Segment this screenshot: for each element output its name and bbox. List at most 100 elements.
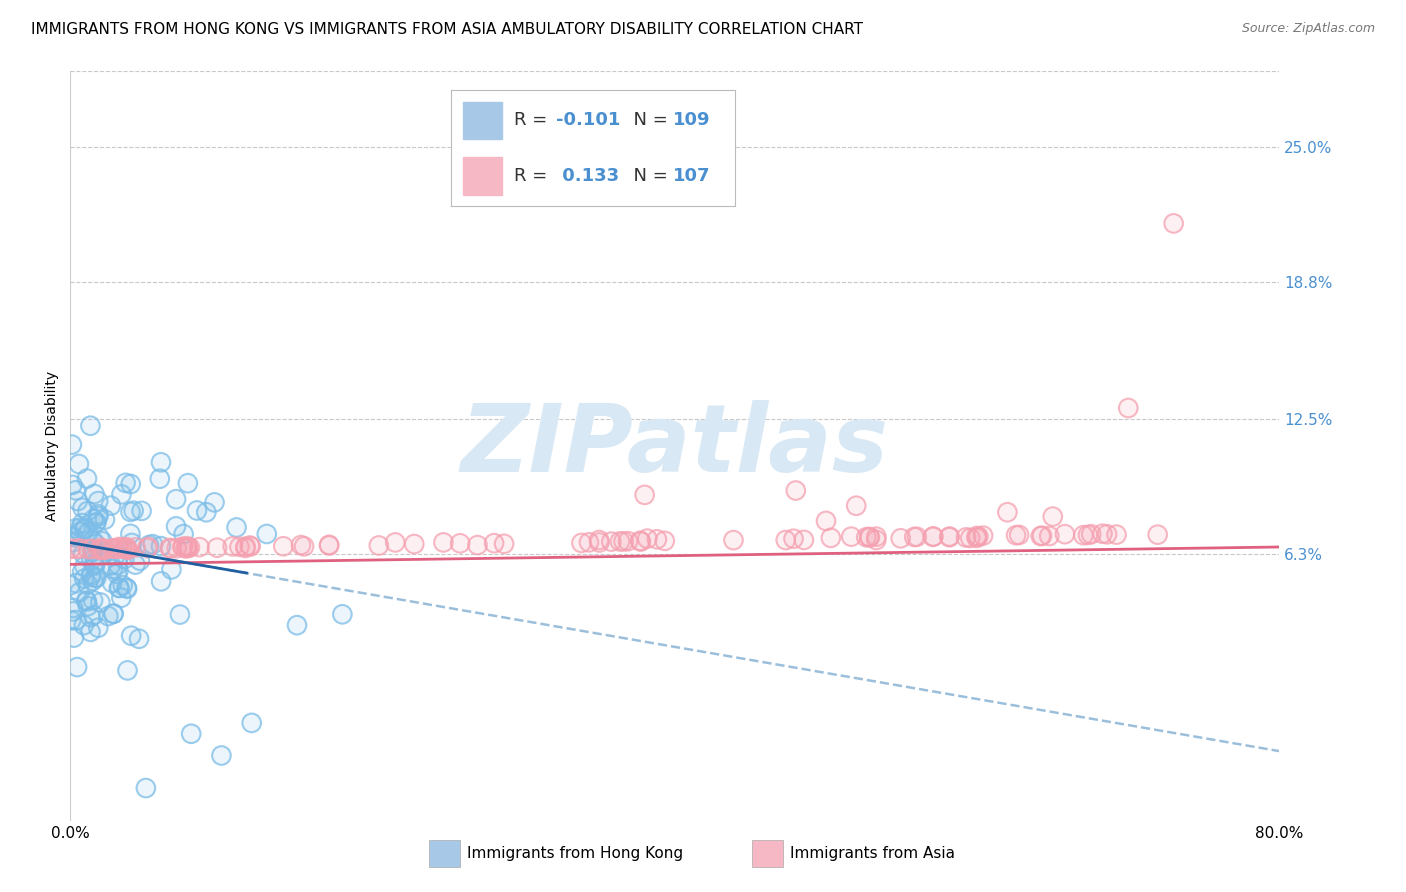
Point (1029, 529, 1052, 543)
Point (617, 534, 640, 549)
Point (115, 540, 138, 554)
Point (72, 516, 94, 530)
Point (73, 572, 96, 586)
Point (1080, 527, 1102, 541)
Point (169, 607, 191, 622)
Point (1146, 527, 1168, 541)
Point (115, 582, 138, 596)
Point (859, 530, 882, 544)
Point (839, 530, 862, 544)
Point (159, 541, 181, 555)
Point (103, 541, 125, 556)
Point (1073, 528, 1095, 542)
Point (966, 529, 988, 543)
Point (100, 499, 122, 513)
Point (775, 533, 797, 547)
Point (995, 505, 1018, 519)
Point (588, 535, 610, 549)
Point (117, 542, 139, 557)
Point (1031, 529, 1053, 543)
Point (124, 558, 146, 572)
Point (93, 542, 115, 557)
Point (285, 618, 308, 632)
Point (62, 604, 84, 618)
Point (62, 530, 84, 544)
Point (239, 539, 262, 553)
Point (222, 540, 245, 554)
Point (82, 545, 104, 559)
Point (995, 505, 1018, 519)
Point (111, 578, 134, 592)
Point (59, 541, 82, 556)
Point (1146, 527, 1168, 541)
Point (59, 541, 82, 556)
Point (120, 629, 142, 643)
Point (332, 607, 354, 622)
Point (110, 487, 132, 501)
Point (432, 535, 454, 549)
Point (482, 536, 505, 550)
Point (160, 562, 183, 576)
Point (367, 539, 389, 553)
Point (211, 748, 233, 763)
Point (235, 540, 257, 554)
Point (571, 536, 593, 550)
Point (188, 540, 211, 554)
Point (793, 533, 815, 547)
Point (160, 541, 183, 556)
Point (1095, 527, 1118, 541)
Point (83, 571, 105, 585)
Point (67, 457, 90, 471)
Point (115, 581, 138, 595)
Point (290, 538, 312, 552)
Point (149, 539, 172, 553)
Point (75, 522, 97, 536)
Point (292, 539, 315, 553)
Point (966, 531, 988, 545)
Point (121, 536, 143, 550)
Point (449, 536, 471, 550)
Point (290, 538, 312, 552)
Point (111, 578, 134, 592)
Point (449, 536, 471, 550)
Point (62, 601, 84, 615)
Point (107, 564, 129, 578)
Point (104, 549, 127, 563)
Point (617, 534, 640, 549)
Point (122, 503, 145, 517)
Point (117, 541, 139, 556)
Point (72, 500, 94, 515)
Point (107, 564, 129, 578)
Point (87, 542, 110, 557)
Point (120, 505, 142, 519)
Point (865, 530, 887, 544)
Point (195, 505, 218, 519)
Point (66, 660, 89, 674)
Point (84, 516, 107, 531)
Point (62, 601, 84, 615)
Point (256, 527, 278, 541)
Point (87, 507, 110, 521)
Point (785, 483, 807, 498)
Point (955, 530, 977, 544)
Point (959, 531, 981, 545)
Point (142, 537, 165, 551)
Point (89, 531, 111, 545)
Point (239, 540, 262, 554)
Point (839, 530, 862, 544)
Point (65, 521, 87, 535)
Point (59, 530, 82, 544)
Point (384, 535, 406, 549)
Point (76, 577, 98, 591)
Point (204, 495, 226, 509)
Point (239, 540, 262, 554)
Point (93, 543, 115, 558)
Point (180, 727, 202, 741)
Point (73, 618, 96, 632)
Point (122, 503, 145, 517)
Point (69, 524, 91, 539)
Point (609, 534, 631, 549)
Point (636, 532, 658, 546)
Point (815, 514, 838, 528)
Point (79, 610, 101, 624)
